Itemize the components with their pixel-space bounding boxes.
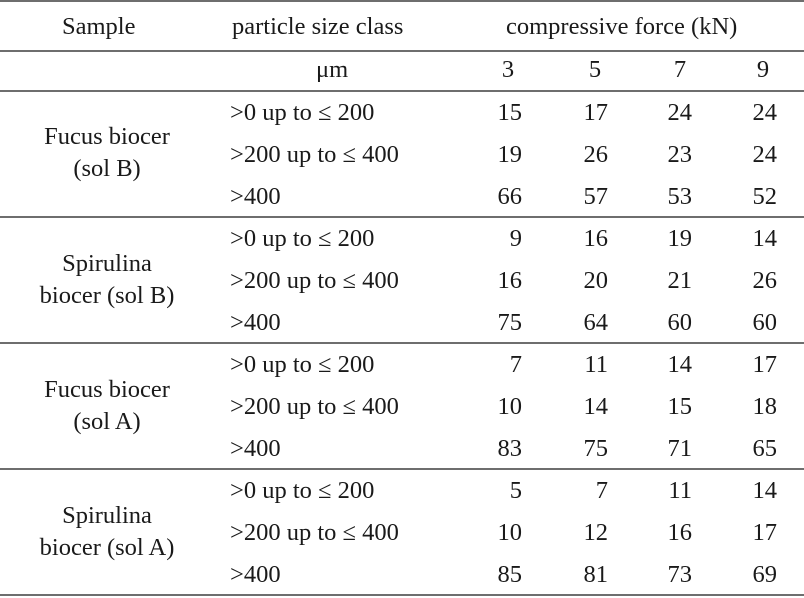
- force-label: 7: [673, 56, 687, 83]
- value-cell: 73: [667, 561, 693, 588]
- value-cell: 64: [583, 309, 609, 336]
- value-cell: 81: [583, 561, 609, 588]
- size-class: >0 up to ≤ 200: [230, 99, 375, 126]
- value-cell: 60: [667, 309, 693, 336]
- group-divider: [0, 342, 804, 344]
- table-bottom-rule: [0, 594, 804, 596]
- value-cell: 7: [509, 351, 522, 378]
- size-class: >400: [230, 183, 281, 210]
- value-cell: 26: [583, 141, 609, 168]
- header-particle-size: particle size class: [232, 13, 404, 40]
- sample-name-line1: Fucus biocer: [44, 123, 170, 150]
- value-cell: 75: [583, 435, 609, 462]
- value-cell: 57: [583, 183, 609, 210]
- value-cell: 17: [752, 519, 778, 546]
- header-sample: Sample: [62, 13, 136, 40]
- value-cell: 18: [752, 393, 778, 420]
- value-cell: 17: [752, 351, 778, 378]
- size-class: >0 up to ≤ 200: [230, 351, 375, 378]
- unit-micrometer: μm: [316, 56, 349, 83]
- size-class: >200 up to ≤ 400: [230, 267, 399, 294]
- group-divider: [0, 468, 804, 470]
- size-class: >400: [230, 435, 281, 462]
- size-class: >0 up to ≤ 200: [230, 477, 375, 504]
- sample-name: Fucus biocer (sol B): [0, 121, 214, 185]
- value-cell: 83: [497, 435, 523, 462]
- subheader-rule: [0, 90, 804, 92]
- value-cell: 71: [667, 435, 693, 462]
- table-top-rule: [0, 0, 804, 2]
- value-cell: 60: [752, 309, 778, 336]
- value-cell: 15: [667, 393, 693, 420]
- sample-name-line1: Spirulina: [62, 502, 152, 529]
- value-cell: 85: [497, 561, 523, 588]
- value-cell: 66: [497, 183, 523, 210]
- force-label: 3: [501, 56, 515, 83]
- value-cell: 9: [509, 225, 522, 252]
- force-label: 5: [588, 56, 602, 83]
- value-cell: 12: [583, 519, 609, 546]
- group-divider: [0, 216, 804, 218]
- sample-name: Fucus biocer (sol A): [0, 374, 214, 438]
- value-cell: 16: [497, 267, 523, 294]
- value-cell: 14: [752, 477, 778, 504]
- value-cell: 19: [497, 141, 523, 168]
- value-cell: 75: [497, 309, 523, 336]
- size-class: >200 up to ≤ 400: [230, 393, 399, 420]
- value-cell: 23: [667, 141, 693, 168]
- value-cell: 52: [752, 183, 778, 210]
- size-class: >200 up to ≤ 400: [230, 519, 399, 546]
- value-cell: 24: [667, 99, 693, 126]
- value-cell: 19: [667, 225, 693, 252]
- value-cell: 11: [668, 477, 692, 504]
- value-cell: 14: [752, 225, 778, 252]
- value-cell: 7: [595, 477, 608, 504]
- sample-name-line2: (sol B): [73, 155, 141, 182]
- value-cell: 5: [509, 477, 522, 504]
- header-rule: [0, 50, 804, 52]
- value-cell: 24: [752, 141, 778, 168]
- sample-name-line2: biocer (sol B): [39, 282, 175, 309]
- force-label: 9: [756, 56, 770, 83]
- value-cell: 17: [583, 99, 609, 126]
- value-cell: 10: [497, 519, 523, 546]
- value-cell: 69: [752, 561, 778, 588]
- sample-name-line1: Spirulina: [62, 250, 152, 277]
- sample-name: Spirulina biocer (sol A): [0, 500, 214, 564]
- value-cell: 24: [752, 99, 778, 126]
- size-class: >200 up to ≤ 400: [230, 141, 399, 168]
- value-cell: 16: [583, 225, 609, 252]
- size-class: >400: [230, 309, 281, 336]
- sample-name-line1: Fucus biocer: [44, 376, 170, 403]
- value-cell: 16: [667, 519, 693, 546]
- header-compressive-force: compressive force (kN): [506, 13, 738, 40]
- sample-name: Spirulina biocer (sol B): [0, 248, 214, 312]
- value-cell: 65: [752, 435, 778, 462]
- value-cell: 20: [583, 267, 609, 294]
- size-class: >0 up to ≤ 200: [230, 225, 375, 252]
- value-cell: 26: [752, 267, 778, 294]
- value-cell: 11: [584, 351, 608, 378]
- value-cell: 53: [667, 183, 693, 210]
- value-cell: 21: [667, 267, 693, 294]
- value-cell: 10: [497, 393, 523, 420]
- size-class: >400: [230, 561, 281, 588]
- sample-name-line2: biocer (sol A): [39, 534, 175, 561]
- value-cell: 14: [667, 351, 693, 378]
- value-cell: 14: [583, 393, 609, 420]
- value-cell: 15: [497, 99, 523, 126]
- sample-name-line2: (sol A): [73, 408, 141, 435]
